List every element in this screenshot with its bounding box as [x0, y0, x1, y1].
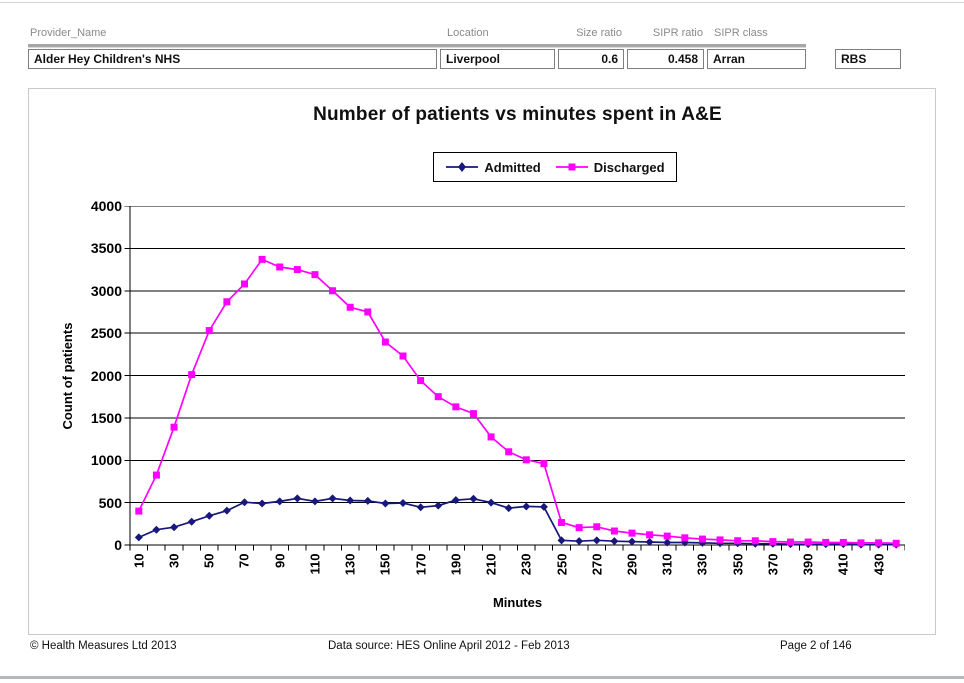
- page-top-rule: [0, 2, 964, 3]
- sipr-ratio-label: SIPR ratio: [652, 27, 703, 39]
- x-tick-label: 230: [518, 553, 534, 576]
- provider-name-label: Provider_Name: [30, 27, 107, 39]
- footer-datasource: Data source: HES Online April 2012 - Feb…: [328, 640, 570, 652]
- x-tick-label: 370: [765, 553, 781, 576]
- x-tick-label: 290: [624, 553, 640, 576]
- chart-title: Number of patients vs minutes spent in A…: [313, 104, 722, 125]
- footer-page-number: Page 2 of 146: [780, 640, 852, 652]
- y-tick-label: 500: [98, 494, 122, 511]
- rbs-field: RBS: [835, 49, 901, 69]
- x-tick-label: 50: [201, 553, 217, 568]
- x-tick-label: 130: [342, 553, 358, 576]
- x-tick-label: 150: [377, 553, 393, 576]
- x-tick-label: 190: [448, 553, 464, 576]
- x-tick-label: 70: [236, 553, 252, 568]
- legend-square-marker-icon: [555, 163, 588, 171]
- header-divider-rule: [28, 44, 806, 48]
- y-tick-label: 2000: [90, 367, 122, 384]
- provider-name-field: Alder Hey Children's NHS: [28, 49, 437, 69]
- sipr-class-field: Arran: [707, 49, 806, 69]
- x-tick-label: 210: [483, 553, 499, 576]
- x-tick-label: 270: [589, 553, 605, 576]
- x-tick-label: 250: [554, 553, 570, 576]
- chart-legend: Admitted Discharged: [433, 152, 677, 182]
- y-tick-label: 0: [114, 537, 122, 553]
- x-tick-label: 350: [730, 553, 746, 576]
- sipr-class-label: SIPR class: [714, 27, 768, 39]
- y-tick-label: 3000: [90, 282, 122, 299]
- legend-label: Discharged: [593, 159, 665, 175]
- x-tick-label: 430: [871, 553, 887, 576]
- y-tick-label: 1500: [90, 409, 122, 426]
- x-tick-label: 10: [131, 553, 147, 568]
- y-tick-label: 1000: [90, 452, 122, 469]
- x-tick-label: 30: [166, 553, 182, 568]
- x-tick-label: 390: [800, 553, 816, 576]
- x-tick-label: 330: [694, 553, 710, 576]
- x-tick-label: 110: [307, 553, 323, 575]
- y-tick-label: 4000: [90, 198, 122, 214]
- legend-label: Admitted: [484, 159, 541, 175]
- y-axis-title: Count of patients: [60, 322, 75, 430]
- y-tick-label: 2500: [90, 325, 122, 342]
- location-label: Location: [447, 27, 489, 39]
- x-tick-label: 90: [272, 553, 288, 568]
- x-tick-label: 170: [413, 553, 429, 576]
- size-ratio-field: 0.6: [558, 49, 624, 69]
- size-ratio-label: Size ratio: [576, 27, 622, 39]
- x-tick-label: 410: [835, 553, 851, 576]
- legend-item-discharged: Discharged: [555, 160, 665, 175]
- x-axis-title: Minutes: [492, 595, 543, 610]
- page-bottom-rule: [0, 676, 964, 679]
- legend-diamond-marker-icon: [446, 162, 479, 172]
- x-tick-label: 310: [659, 553, 675, 576]
- chart-plot-area: [124, 206, 905, 551]
- footer-copyright: © Health Measures Ltd 2013: [30, 640, 177, 652]
- sipr-ratio-field: 0.458: [627, 49, 704, 69]
- y-tick-label: 3500: [90, 240, 122, 257]
- location-field: Liverpool: [440, 49, 555, 69]
- legend-item-admitted: Admitted: [445, 159, 541, 175]
